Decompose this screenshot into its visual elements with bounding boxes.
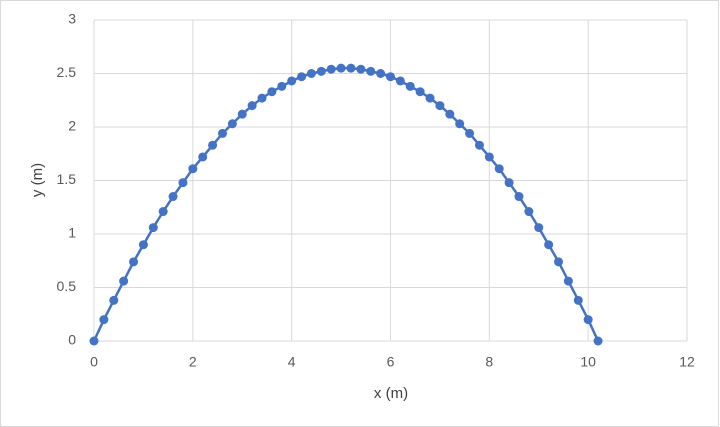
data-point — [465, 128, 475, 138]
data-point — [484, 152, 494, 162]
data-point — [524, 207, 534, 217]
data-point — [89, 336, 99, 346]
y-tick-label: 0 — [68, 332, 76, 348]
data-point — [277, 81, 287, 91]
x-tick-label: 8 — [485, 354, 493, 370]
data-point — [148, 223, 158, 233]
data-point — [247, 101, 257, 111]
x-tick-label: 10 — [580, 354, 596, 370]
data-point — [257, 93, 267, 103]
data-point — [129, 257, 139, 267]
data-point — [445, 109, 455, 119]
x-tick-label: 4 — [288, 354, 296, 370]
data-point — [168, 192, 178, 202]
x-tick-label: 6 — [387, 354, 395, 370]
data-point — [563, 276, 573, 286]
data-point — [593, 336, 603, 346]
y-tick-label: 1.5 — [57, 171, 77, 187]
data-point — [227, 119, 237, 129]
data-point — [554, 257, 564, 267]
data-point — [583, 315, 593, 325]
y-tick-label: 2 — [68, 118, 76, 134]
y-tick-label: 1 — [68, 225, 76, 241]
data-point — [534, 223, 544, 233]
data-point — [198, 152, 208, 162]
data-point — [395, 76, 405, 86]
x-axis-title: x (m) — [374, 385, 408, 402]
data-point — [306, 69, 316, 78]
data-point — [297, 72, 307, 82]
data-point — [386, 72, 395, 82]
x-tick-label: 0 — [90, 354, 98, 370]
data-point — [119, 276, 129, 286]
data-point — [573, 295, 583, 305]
x-tick-label: 2 — [189, 354, 197, 370]
data-point — [455, 119, 465, 129]
data-point — [188, 164, 198, 174]
data-point — [504, 178, 514, 188]
data-point — [544, 240, 554, 250]
data-point — [494, 164, 504, 174]
data-point — [366, 66, 376, 76]
data-point — [336, 63, 346, 73]
data-point — [474, 140, 484, 150]
data-point — [415, 87, 425, 97]
data-point — [158, 207, 168, 217]
x-tick-label: 12 — [679, 354, 695, 370]
data-point — [237, 109, 247, 119]
data-point — [208, 140, 218, 150]
data-point — [326, 64, 336, 74]
data-point — [287, 76, 297, 86]
data-point — [514, 192, 524, 202]
data-point — [405, 81, 415, 91]
data-point — [316, 66, 326, 76]
y-tick-label: 0.5 — [57, 278, 77, 294]
data-point — [425, 93, 435, 103]
data-point — [435, 101, 445, 111]
data-point — [346, 63, 356, 73]
y-tick-label: 3 — [68, 11, 76, 27]
data-point — [267, 87, 277, 97]
data-point — [138, 240, 148, 250]
data-point — [178, 178, 188, 188]
y-axis-title: y (m) — [29, 163, 46, 197]
data-point — [356, 64, 366, 74]
data-point — [376, 69, 386, 78]
data-point — [99, 315, 109, 325]
series-line — [92, 66, 600, 342]
data-point — [217, 128, 227, 138]
data-point — [109, 295, 119, 305]
y-tick-label: 2.5 — [57, 64, 77, 80]
